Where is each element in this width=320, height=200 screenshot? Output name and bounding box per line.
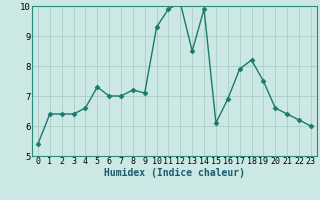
X-axis label: Humidex (Indice chaleur): Humidex (Indice chaleur) [104, 168, 245, 178]
